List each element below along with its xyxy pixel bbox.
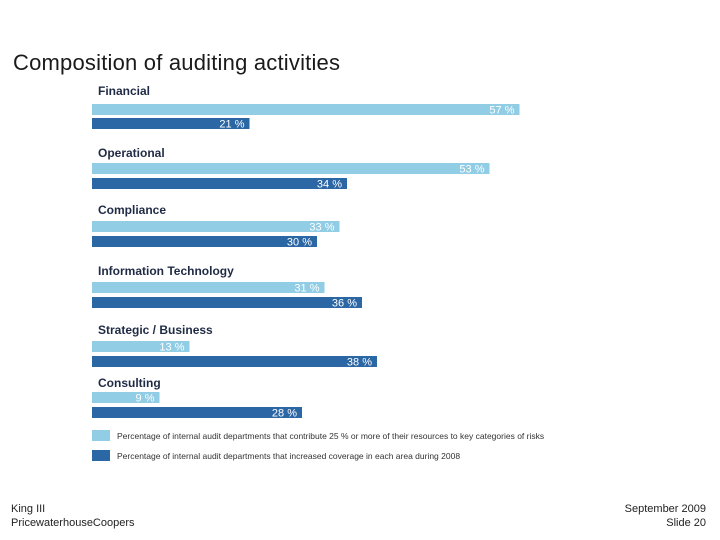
data-label: 31 % — [294, 283, 319, 295]
bar-increased — [92, 407, 302, 418]
category-label: Consulting — [98, 376, 161, 390]
data-label: 34 % — [317, 179, 342, 191]
bar-increased — [92, 297, 362, 308]
chart-title: Composition of auditing activities — [13, 50, 341, 75]
legend-label-contribute: Percentage of internal audit departments… — [117, 430, 545, 441]
category-label: Compliance — [98, 203, 166, 217]
category-label: Financial — [98, 84, 150, 98]
legend-swatch-dark — [92, 450, 110, 461]
bar-contribute — [92, 163, 490, 174]
data-label: 38 % — [347, 357, 372, 369]
data-label: 28 % — [272, 408, 297, 420]
bar-increased — [92, 178, 347, 189]
footer-company: PricewaterhouseCoopers — [11, 517, 135, 529]
bar-contribute — [92, 221, 340, 232]
bar-contribute — [92, 282, 325, 293]
category-label: Strategic / Business — [98, 323, 213, 337]
data-label: 9 % — [136, 393, 155, 405]
data-label: 36 % — [332, 298, 357, 310]
legend-swatch-light — [92, 430, 110, 441]
footer-author: King III — [11, 503, 46, 515]
footer-right: September 2009 Slide 20 — [625, 502, 706, 530]
bar-contribute — [92, 341, 190, 352]
footer-slide-number: Slide 20 — [666, 517, 706, 529]
category-label: Operational — [98, 146, 165, 160]
bar-chart: Financial 57 % 21 % Operational 53 % 34 % Comp… — [92, 84, 520, 420]
legend-label-increased: Percentage of internal audit departments… — [117, 450, 461, 461]
bar-increased — [92, 356, 377, 367]
footer-date: September 2009 — [624, 503, 706, 515]
legend-item-increased: Percentage of internal audit departments… — [92, 450, 460, 461]
data-label: 33 % — [309, 222, 334, 234]
data-label: 30 % — [287, 237, 312, 249]
bar-increased — [92, 118, 250, 129]
category-label: Information Technology — [98, 264, 234, 278]
legend-item-contribute: Percentage of internal audit departments… — [92, 430, 544, 441]
data-label: 21 % — [219, 119, 244, 131]
bar-contribute — [92, 392, 160, 403]
footer-left: King III PricewaterhouseCoopers — [11, 502, 135, 530]
bar-increased — [92, 236, 317, 247]
data-label: 57 % — [489, 105, 514, 117]
data-label: 13 % — [159, 342, 184, 354]
data-label: 53 % — [459, 164, 484, 176]
bar-contribute — [92, 104, 520, 115]
